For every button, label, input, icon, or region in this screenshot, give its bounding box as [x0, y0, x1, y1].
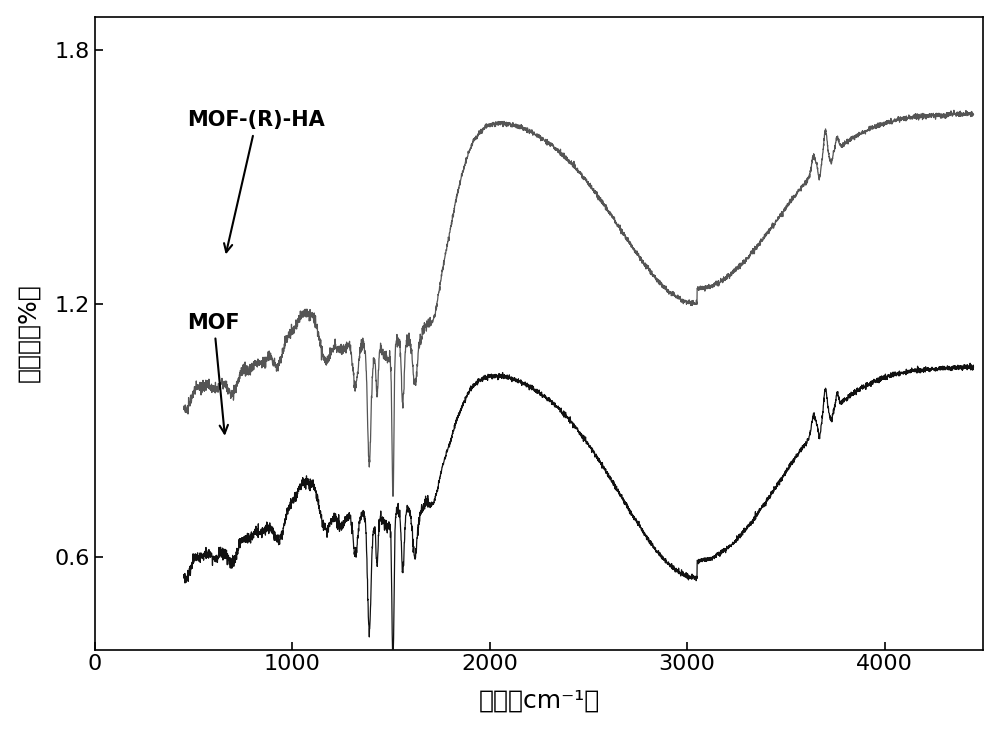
Text: MOF-(R)-HA: MOF-(R)-HA — [188, 110, 325, 252]
Text: MOF: MOF — [188, 313, 240, 434]
Y-axis label: 透光率（%）: 透光率（%） — [17, 284, 41, 383]
X-axis label: 波数（cm⁻¹）: 波数（cm⁻¹） — [478, 688, 600, 712]
